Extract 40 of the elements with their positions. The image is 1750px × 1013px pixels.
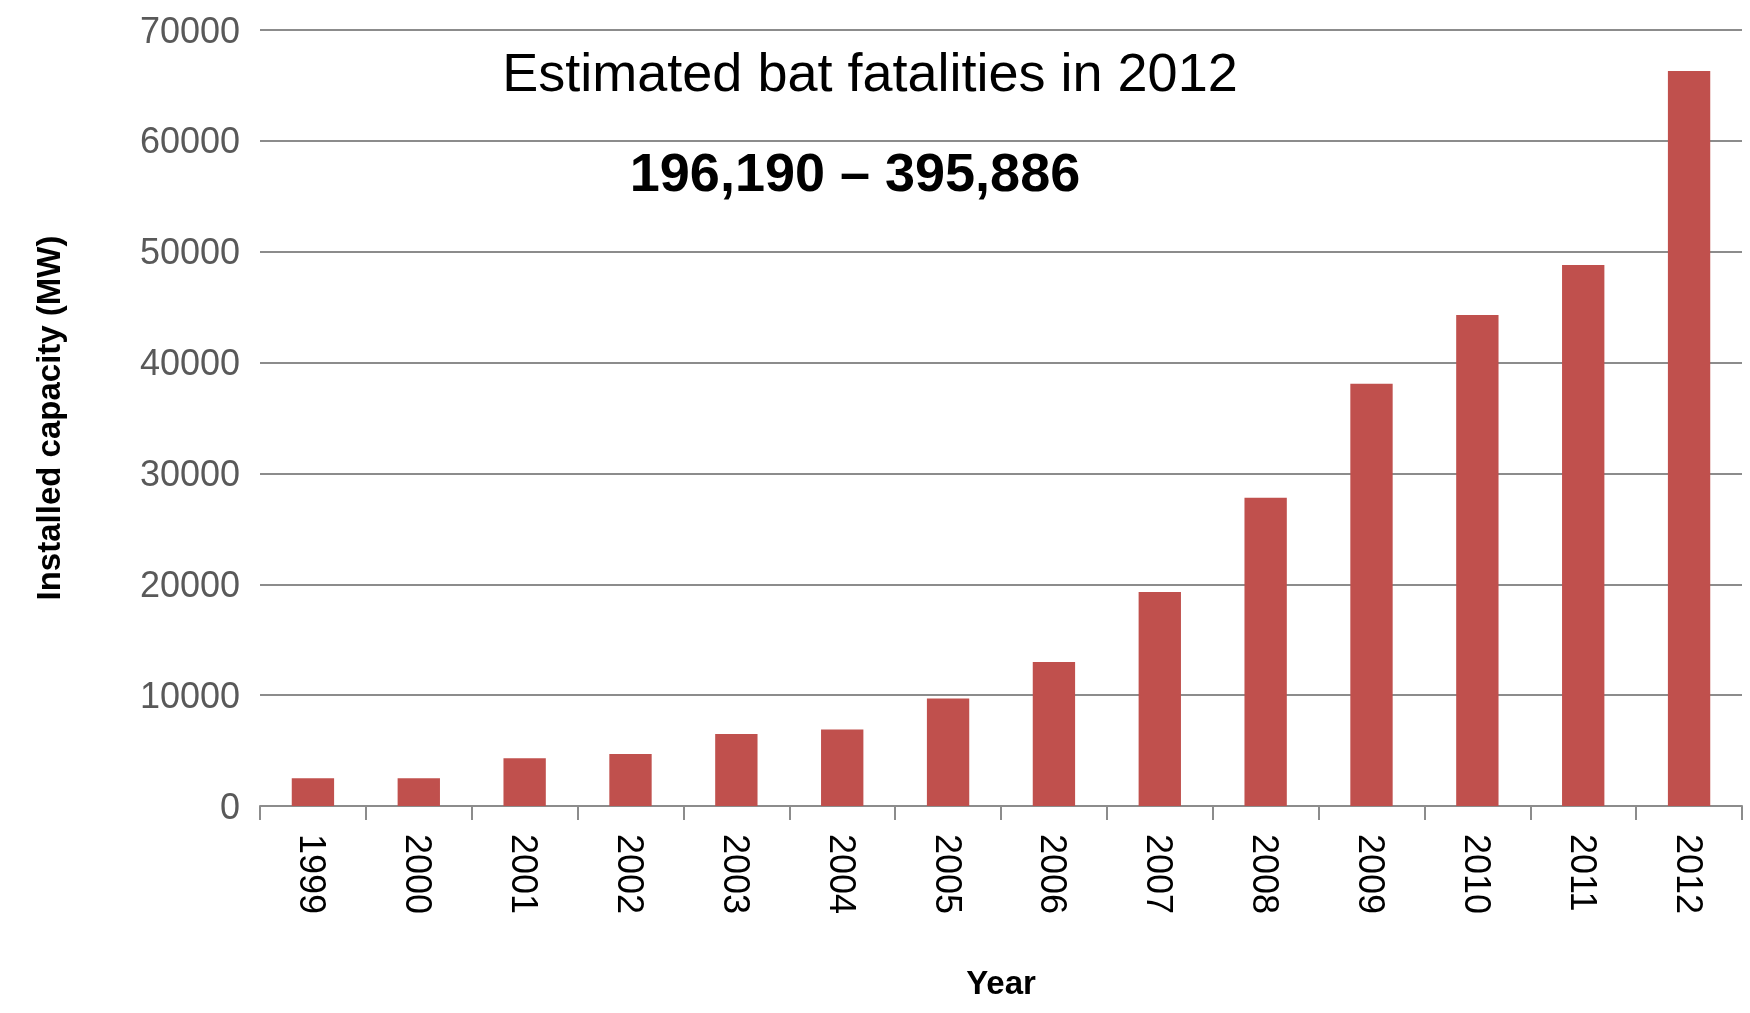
x-tick-label: 2004 (821, 834, 863, 915)
text: 196,190 – 395,886 (629, 142, 1081, 202)
bar (1032, 661, 1076, 806)
bar (1456, 314, 1499, 806)
y-tick-label: 10000 (139, 674, 240, 716)
x-tick-label: 2007 (1139, 834, 1181, 915)
bar (1138, 592, 1181, 806)
y-tick-label: 50000 (139, 231, 240, 273)
x-tick-label: 2000 (398, 834, 440, 915)
x-tick-label: 2005 (927, 834, 969, 915)
y-tick-label: 60000 (139, 120, 240, 162)
bar (1244, 497, 1287, 806)
x-tick-label: 2012 (1668, 834, 1710, 915)
bar (609, 753, 652, 806)
chart-title: Estimated bat fatalities in 2012 (502, 42, 1238, 102)
bar (1562, 265, 1605, 806)
x-tick-label: 2011 (1562, 834, 1604, 912)
x-tick-label: 2006 (1033, 834, 1075, 915)
x-tick-label: 2010 (1456, 834, 1498, 915)
y-tick-label: 0 (219, 785, 240, 827)
bar (291, 778, 335, 806)
y-tick-label: 20000 (139, 563, 240, 605)
x-axis-title: Year (966, 964, 1037, 1001)
bar (926, 698, 970, 806)
y-tick-label: 40000 (139, 342, 240, 384)
x-tick-label: 2008 (1245, 834, 1287, 915)
x-tick-label: 2001 (504, 834, 546, 915)
x-tick-label: 1999 (292, 834, 334, 915)
bar (1667, 71, 1711, 806)
x-tick-label: 2002 (610, 834, 651, 915)
x-tick-label: 2009 (1351, 834, 1392, 915)
y-tick-label: 30000 (139, 452, 240, 494)
y-tick-label: 70000 (139, 9, 240, 51)
y-axis-title: Installed capacity (MW) (30, 235, 67, 601)
bar (821, 729, 864, 806)
bar (715, 733, 758, 806)
bar (1350, 383, 1393, 806)
x-tick-label: 2003 (715, 834, 757, 915)
bar (503, 758, 546, 806)
bar (397, 778, 440, 806)
